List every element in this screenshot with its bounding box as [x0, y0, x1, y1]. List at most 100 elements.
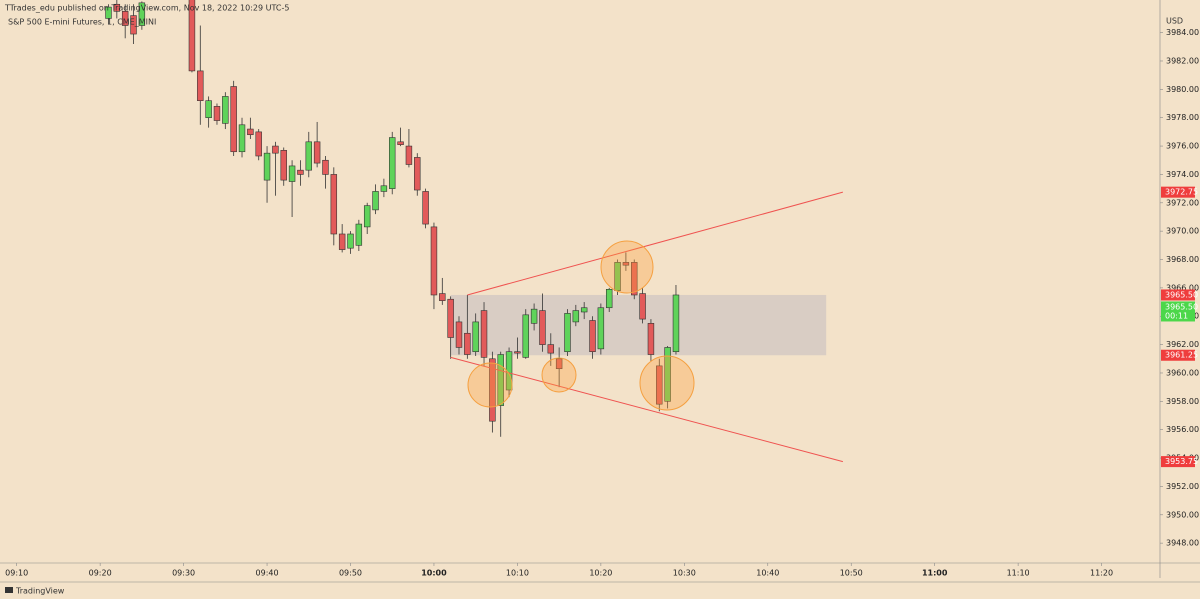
y-tick-label: 3972.00 [1166, 198, 1199, 207]
price-label: 3961.25 [1165, 351, 1198, 360]
price-label-bg [1161, 456, 1195, 468]
y-tick-label: 3962.00 [1166, 340, 1199, 349]
price-label-bg [1161, 349, 1195, 361]
candle-body [405, 145, 413, 165]
candle-body [372, 191, 379, 211]
candle-body [447, 298, 454, 338]
candle-body [288, 165, 296, 182]
candle-body [305, 141, 312, 171]
candle-body [197, 70, 204, 101]
y-tick-label: 3956.00 [1166, 425, 1199, 434]
candle-body [130, 15, 137, 35]
x-tick-label: 10:20 [589, 569, 612, 578]
candle-body [230, 86, 237, 153]
brand: TradingView [15, 587, 65, 596]
candle-body [105, 6, 112, 19]
candle-body [605, 288, 613, 309]
candle-body [247, 128, 254, 136]
candle-body [355, 223, 363, 246]
candle-body [597, 307, 605, 350]
highlight-circle [541, 357, 577, 393]
candle-body [422, 191, 429, 225]
candle-body [347, 233, 354, 249]
x-tick-label: 11:20 [1090, 569, 1113, 578]
price-label-bg [1161, 289, 1195, 301]
highlight-circles [467, 240, 695, 411]
candle-body [222, 96, 229, 124]
x-tick-label: 09:20 [89, 569, 112, 578]
price-label-bg [1161, 186, 1195, 198]
publisher: TTrades_edu published on TradingView.com… [4, 4, 289, 13]
candle-body [272, 145, 279, 154]
candle-body [622, 262, 630, 266]
x-tick-label: 09:40 [256, 569, 279, 578]
candle-body [505, 351, 513, 391]
candle-body [647, 323, 655, 355]
y-tick-label: 3966.00 [1166, 283, 1199, 292]
y-tick-label: 3976.00 [1166, 142, 1199, 151]
candle-body [238, 124, 246, 153]
x-tick-label: 11:00 [922, 569, 948, 578]
candle-body [263, 152, 271, 181]
candle-body [530, 308, 538, 324]
candle-body [213, 106, 221, 121]
price-label-bg [1161, 301, 1195, 322]
candle-body [363, 205, 371, 228]
candle-body [514, 351, 521, 354]
candle-body [480, 310, 488, 358]
range-box [450, 294, 827, 356]
candle-body [280, 150, 287, 181]
y-tick-label: 3984.00 [1166, 28, 1199, 37]
candle-body [472, 321, 479, 352]
y-tick-label: 3960.00 [1166, 368, 1199, 377]
candle-body [664, 347, 671, 402]
y-tick-label: 3968.00 [1166, 255, 1199, 264]
candle-body [430, 226, 438, 296]
x-tick-label: 09:30 [172, 569, 195, 578]
candle-body [656, 365, 663, 405]
candle-body [380, 185, 388, 192]
price-label: 3953.75 [1165, 457, 1198, 466]
candle-body [631, 262, 638, 296]
candle-body [313, 141, 321, 164]
candle-body [564, 313, 571, 352]
x-tick-label: 10:40 [756, 569, 779, 578]
candle-body [522, 314, 529, 358]
x-tick-label: 10:00 [421, 569, 447, 578]
trendline [467, 191, 844, 296]
candle-body [439, 293, 446, 301]
candle-body [389, 137, 396, 189]
candle-body [639, 293, 646, 320]
x-tick-label: 09:50 [339, 569, 362, 578]
price-countdown: 00:11 [1165, 311, 1188, 320]
candle-body [489, 358, 496, 422]
candle-body [397, 141, 404, 145]
candle-body [255, 131, 262, 157]
symbol: S&P 500 E-mini Futures, 1, CME_MINI [8, 18, 156, 27]
candle-body [614, 262, 621, 292]
candle-body [188, 0, 196, 72]
candle-body [455, 321, 463, 348]
y-tick-label: 3952.00 [1166, 482, 1199, 491]
candle-body [338, 233, 346, 250]
highlight-circle [639, 355, 695, 411]
candle-body [572, 310, 580, 323]
candle-body [330, 174, 338, 235]
plot-area [105, 0, 844, 463]
y-tick-label: 3950.00 [1166, 510, 1199, 519]
trendline [450, 356, 844, 463]
candle-body [555, 358, 563, 370]
price-label: 3965.50 [1165, 302, 1198, 311]
candle-body [547, 344, 555, 354]
candle-body [113, 3, 121, 12]
candle-body [589, 320, 596, 352]
x-tick-label: 10:10 [506, 569, 529, 578]
candle-body [205, 100, 212, 119]
price-label: 3972.75 [1165, 188, 1198, 197]
y-tick-label: 3948.00 [1166, 539, 1199, 548]
brand-logo [5, 587, 13, 593]
candle-body [497, 354, 504, 406]
currency: USD [1166, 17, 1183, 26]
x-tick-label: 10:50 [840, 569, 863, 578]
